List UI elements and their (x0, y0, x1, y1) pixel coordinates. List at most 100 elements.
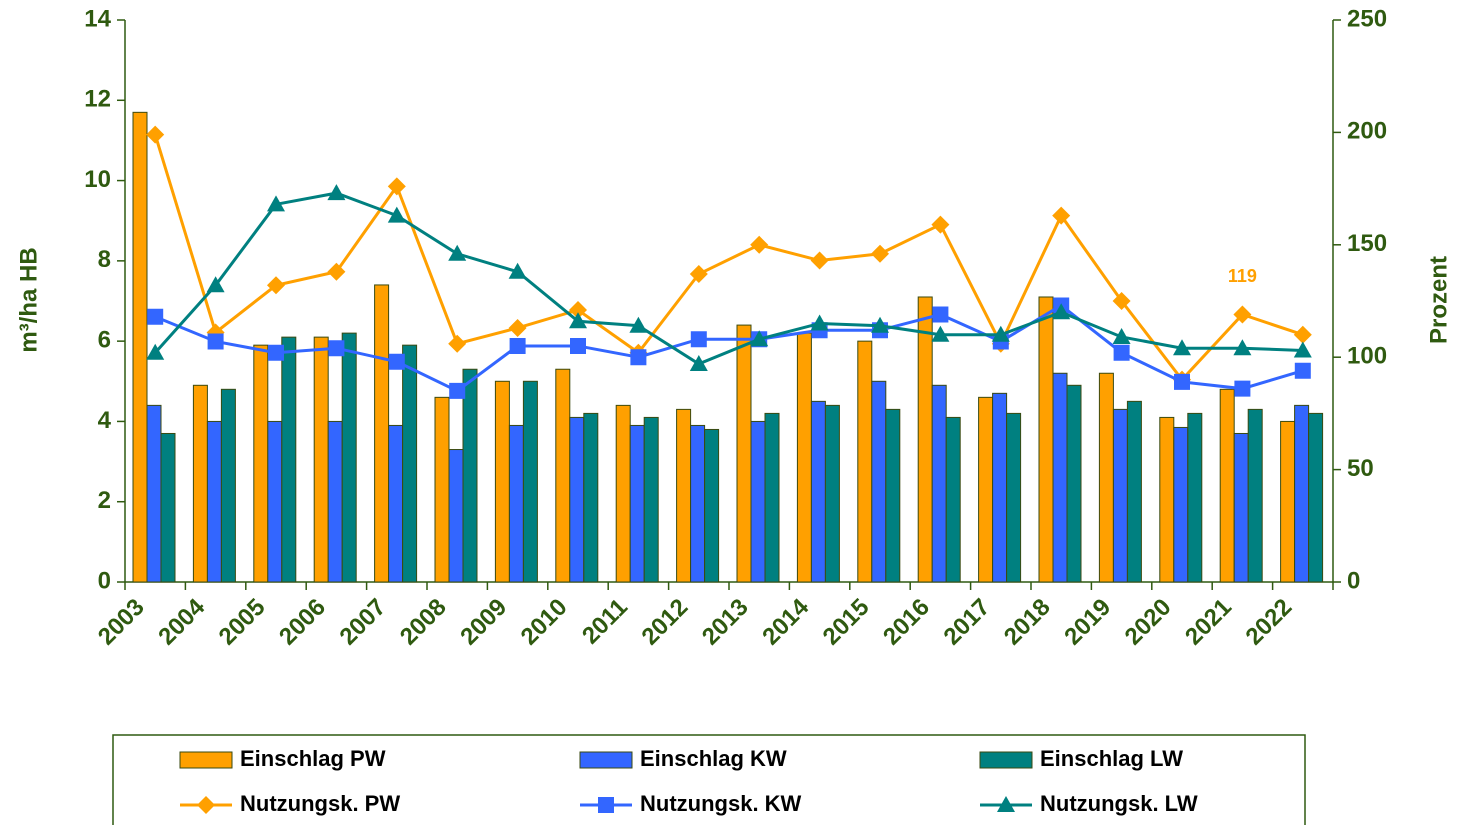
x-tick-label: 2017 (938, 594, 995, 651)
legend-label: Einschlag PW (240, 746, 386, 771)
bar (736, 324, 752, 583)
x-tick-label: 2022 (1240, 594, 1297, 651)
y-tick-label: 2 (98, 487, 111, 514)
marker (1233, 339, 1252, 356)
marker (147, 308, 164, 325)
bar (704, 428, 720, 583)
marker (1113, 344, 1130, 361)
marker (268, 344, 284, 361)
marker (690, 331, 707, 348)
x-tick-label: 2011 (577, 594, 633, 650)
y2-tick-label: 200 (1347, 118, 1387, 145)
bar (313, 336, 329, 583)
marker (388, 353, 405, 370)
x-tick-label: 2014 (757, 593, 814, 650)
marker (1294, 362, 1311, 379)
bar (388, 424, 404, 583)
marker (1112, 292, 1131, 310)
marker (1234, 380, 1251, 397)
marker (689, 354, 708, 371)
bar (690, 424, 706, 583)
marker (328, 340, 345, 357)
bar (1219, 388, 1235, 583)
bar (1247, 408, 1263, 583)
bar (374, 284, 390, 583)
marker (267, 276, 285, 295)
x-tick-label: 2006 (274, 594, 331, 651)
bar (522, 380, 538, 583)
marker (449, 382, 466, 399)
marker (1052, 206, 1071, 225)
bar (1280, 420, 1296, 583)
bar (267, 420, 283, 583)
bar (434, 396, 450, 583)
marker (448, 244, 467, 261)
marker (327, 184, 346, 201)
x-tick-label: 2012 (636, 594, 693, 651)
bar (796, 332, 812, 583)
marker (569, 300, 587, 319)
bar (871, 380, 887, 583)
legend-box (112, 734, 1306, 825)
marker (508, 318, 527, 337)
marker (1052, 303, 1071, 320)
y2-tick-label: 150 (1347, 230, 1387, 257)
y2-tick-label: 0 (1347, 567, 1360, 594)
marker (1112, 327, 1131, 344)
bar (857, 340, 873, 583)
marker (327, 262, 346, 281)
y-axis-label: m³/ha HB (15, 247, 42, 352)
bar (494, 380, 510, 583)
bar (448, 449, 464, 583)
line (153, 134, 1304, 383)
bar (160, 432, 176, 583)
marker (871, 316, 889, 333)
y-tick-label: 8 (98, 246, 111, 273)
marker (509, 337, 526, 354)
legend-label: Nutzungsk. KW (640, 791, 802, 816)
x-tick-label: 2015 (818, 594, 875, 651)
bar (750, 420, 766, 583)
marker (570, 337, 586, 354)
marker (630, 349, 647, 366)
x-tick-label: 2016 (878, 594, 935, 651)
y-tick-label: 14 (84, 5, 111, 32)
x-tick-label: 2007 (334, 594, 391, 651)
marker (810, 251, 829, 270)
marker (206, 276, 225, 293)
marker (932, 306, 949, 323)
bar (676, 408, 692, 583)
bar (643, 416, 659, 583)
bar (1294, 404, 1310, 583)
bar (402, 344, 418, 583)
bar (146, 404, 162, 583)
marker (1293, 341, 1312, 358)
legend-swatch (979, 751, 1033, 769)
y-tick-label: 10 (84, 166, 111, 193)
bar (824, 404, 840, 583)
marker (871, 244, 889, 263)
y-tick-label: 12 (84, 86, 111, 113)
bar (555, 368, 571, 583)
marker (1174, 373, 1190, 390)
bar (1233, 432, 1249, 583)
x-tick-label: 2010 (516, 594, 573, 651)
bar (1098, 372, 1114, 583)
bar (220, 388, 236, 583)
y-tick-label: 0 (98, 567, 111, 594)
y2-tick-label: 100 (1347, 343, 1387, 370)
bar (992, 392, 1008, 583)
x-tick-label: 2013 (697, 594, 754, 651)
bar (327, 420, 343, 583)
bar (1052, 372, 1068, 583)
bar (885, 408, 901, 583)
marker (750, 235, 769, 254)
bar (810, 400, 826, 583)
marker (689, 265, 708, 284)
marker (1233, 305, 1252, 324)
marker (931, 325, 950, 342)
legend-marker (197, 796, 215, 814)
bar (206, 420, 222, 583)
bar (1187, 412, 1203, 583)
